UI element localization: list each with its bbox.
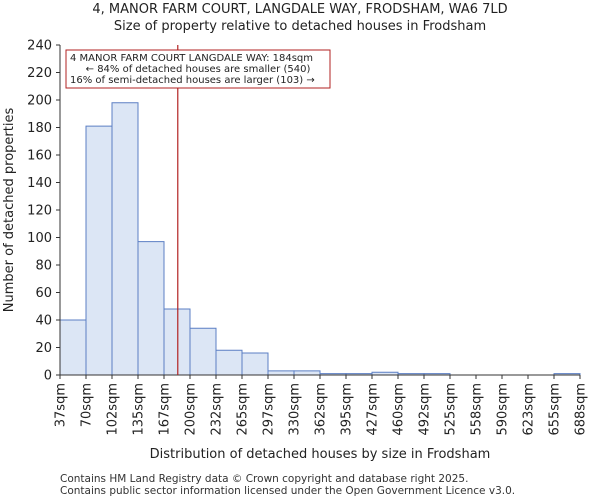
x-tick-label: 297sqm xyxy=(262,383,277,436)
x-tick-label: 395sqm xyxy=(340,383,355,436)
y-tick-label: 100 xyxy=(27,231,52,246)
x-tick-label: 525sqm xyxy=(444,383,459,436)
x-tick-label: 460sqm xyxy=(392,383,407,436)
annotation-line-2: ← 84% of detached houses are smaller (54… xyxy=(86,64,311,75)
histogram-bar xyxy=(241,352,269,376)
chart-subtitle: Size of property relative to detached ho… xyxy=(113,19,487,34)
x-tick-label: 167sqm xyxy=(158,383,173,436)
histogram-bar xyxy=(59,319,87,376)
x-tick-label: 135sqm xyxy=(132,383,147,436)
annotation-line-3: 16% of semi-detached houses are larger (… xyxy=(70,75,315,86)
histogram-chart: 0 20 40 60 80 100 120 140 160 180 200 220 240 37sqm 70… xyxy=(2,39,589,463)
y-tick-label: 140 xyxy=(27,176,52,191)
footer-copyright: Contains HM Land Registry data © Crown c… xyxy=(60,473,469,485)
y-tick-label: 60 xyxy=(35,286,52,301)
y-tick-label: 20 xyxy=(35,341,52,356)
x-tick-label: 655sqm xyxy=(548,383,563,436)
histogram-bar xyxy=(85,125,113,376)
chart-title: 4, MANOR FARM COURT, LANGDALE WAY, FRODS… xyxy=(92,2,508,17)
histogram-bar xyxy=(215,349,243,376)
x-tick-label: 232sqm xyxy=(210,383,225,436)
histogram-bar xyxy=(189,327,217,376)
x-tick-label: 102sqm xyxy=(106,383,121,436)
histogram-bar xyxy=(293,370,321,376)
x-axis-label: Distribution of detached houses by size … xyxy=(150,447,491,462)
x-tick-label: 265sqm xyxy=(236,383,251,436)
x-tick-label: 590sqm xyxy=(496,383,511,436)
annotation-box xyxy=(65,49,331,89)
y-tick-label: 200 xyxy=(27,94,52,109)
footer-licence: Contains public sector information licen… xyxy=(60,485,516,497)
x-tick-label: 37sqm xyxy=(54,383,69,427)
histogram-bar xyxy=(163,308,191,376)
y-tick-label: 160 xyxy=(27,149,52,164)
y-tick-label: 0 xyxy=(44,369,52,384)
x-tick-label: 688sqm xyxy=(574,383,589,436)
y-tick-label: 120 xyxy=(27,204,52,219)
y-tick-label: 40 xyxy=(35,314,52,329)
y-tick-label: 220 xyxy=(27,66,52,81)
y-tick-label: 240 xyxy=(27,39,52,54)
x-tick-label: 492sqm xyxy=(418,383,433,436)
annotation-line-1: 4 MANOR FARM COURT LANGDALE WAY: 184sqm xyxy=(70,53,313,64)
x-tick-label: 70sqm xyxy=(80,383,95,427)
y-tick-label: 80 xyxy=(35,259,52,274)
x-tick-label: 200sqm xyxy=(184,383,199,436)
x-tick-label: 623sqm xyxy=(522,383,537,436)
histogram-bar xyxy=(137,241,165,376)
x-tick-label: 362sqm xyxy=(314,383,329,436)
histogram-bar xyxy=(111,102,139,376)
y-tick-label: 180 xyxy=(27,121,52,136)
y-axis-label: Number of detached properties xyxy=(2,108,17,313)
x-tick-label: 427sqm xyxy=(366,383,381,436)
x-tick-label: 330sqm xyxy=(288,383,303,436)
histogram-bar xyxy=(267,370,295,376)
x-tick-label: 558sqm xyxy=(470,383,485,436)
